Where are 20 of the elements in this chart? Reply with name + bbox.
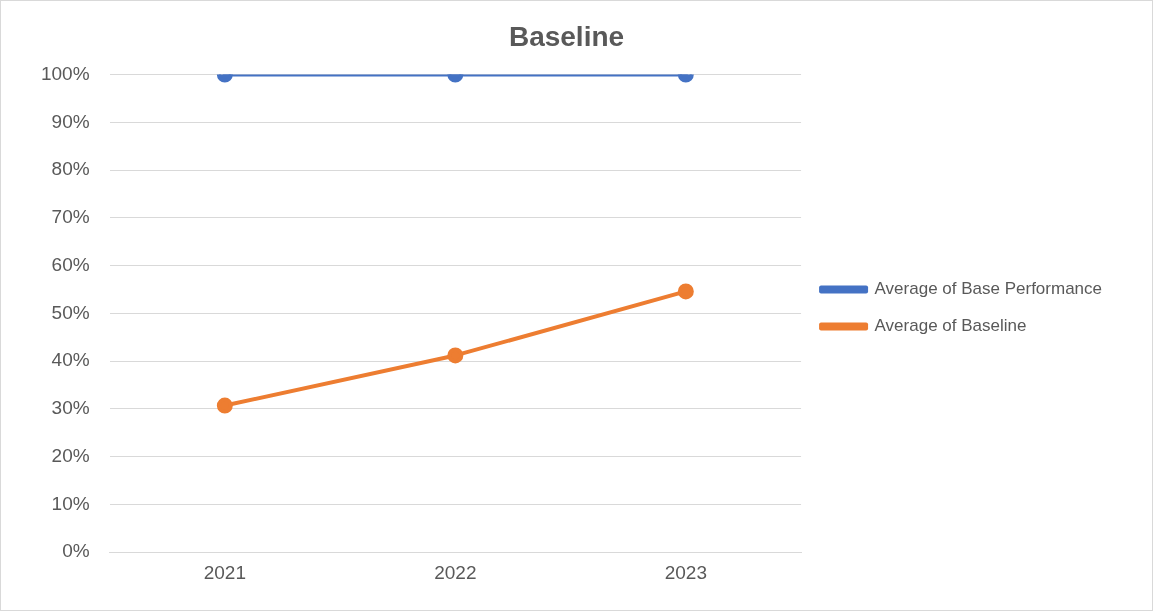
y-tick-label: 70% bbox=[51, 206, 90, 228]
y-tick-label: 100% bbox=[40, 62, 90, 84]
y-tick-label: 60% bbox=[51, 253, 90, 275]
y-tick-label: 0% bbox=[62, 540, 90, 562]
legend-label: Average of Baseline bbox=[874, 316, 1027, 336]
y-tick-label: 10% bbox=[51, 492, 90, 514]
y-tick-label: 90% bbox=[51, 110, 90, 132]
y-tick-label: 50% bbox=[51, 301, 90, 323]
point bbox=[677, 283, 694, 300]
point bbox=[447, 347, 464, 364]
point bbox=[216, 397, 233, 414]
y-tick-label: 20% bbox=[51, 444, 90, 466]
y-tick-label: 40% bbox=[51, 349, 90, 371]
y-tick-label: 30% bbox=[51, 397, 90, 419]
x-tick-label: 2021 bbox=[203, 561, 246, 583]
y-tick-label: 80% bbox=[51, 158, 90, 180]
x-tick-label: 2023 bbox=[664, 561, 707, 583]
legend-label: Average of Base Performance bbox=[874, 279, 1103, 299]
chart-title: Baseline bbox=[508, 20, 625, 52]
x-tick-label: 2022 bbox=[434, 561, 477, 583]
